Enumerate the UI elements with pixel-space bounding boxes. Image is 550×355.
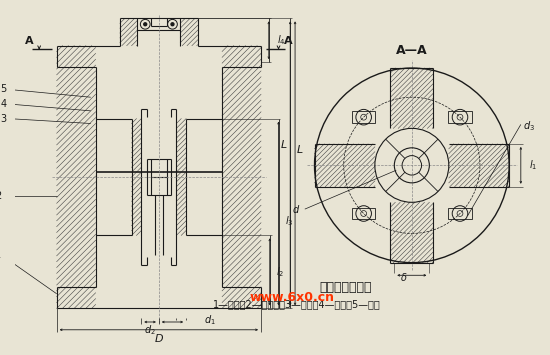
Text: $D$: $D$ — [154, 332, 164, 344]
Text: 立式夹壳联轴器: 立式夹壳联轴器 — [320, 282, 372, 294]
Text: A: A — [284, 36, 293, 46]
Text: $l_4$: $l_4$ — [277, 33, 285, 47]
Text: 2: 2 — [0, 191, 2, 202]
Text: 1—夹壳；2—惠币环；3—垫圈；4—螺母；5—螺栓: 1—夹壳；2—惠币环；3—垫圈；4—螺母；5—螺栓 — [213, 300, 381, 310]
Text: $l_3$: $l_3$ — [285, 214, 294, 228]
Text: 1: 1 — [0, 250, 1, 260]
Text: $L$: $L$ — [280, 138, 287, 150]
Text: 4: 4 — [0, 99, 6, 109]
Bar — [448, 208, 472, 219]
Text: $l_2$: $l_2$ — [276, 265, 284, 279]
Bar — [352, 208, 375, 219]
Text: $\delta$: $\delta$ — [400, 271, 408, 283]
Text: A: A — [25, 36, 34, 46]
Circle shape — [144, 23, 147, 26]
Text: $d_1$: $d_1$ — [204, 313, 216, 327]
Text: $d_2$: $d_2$ — [144, 323, 156, 337]
Text: www.6x0.cn: www.6x0.cn — [250, 291, 334, 304]
Text: 5: 5 — [0, 84, 6, 94]
Bar — [448, 111, 472, 123]
Text: 3: 3 — [0, 114, 6, 124]
Circle shape — [171, 23, 174, 26]
Text: $L$: $L$ — [296, 143, 304, 155]
Text: $d_3$: $d_3$ — [522, 120, 535, 133]
Text: $l_1$: $l_1$ — [529, 158, 537, 172]
Bar — [352, 111, 375, 123]
Text: $d$: $d$ — [292, 203, 300, 215]
Text: A—A: A—A — [396, 44, 428, 57]
